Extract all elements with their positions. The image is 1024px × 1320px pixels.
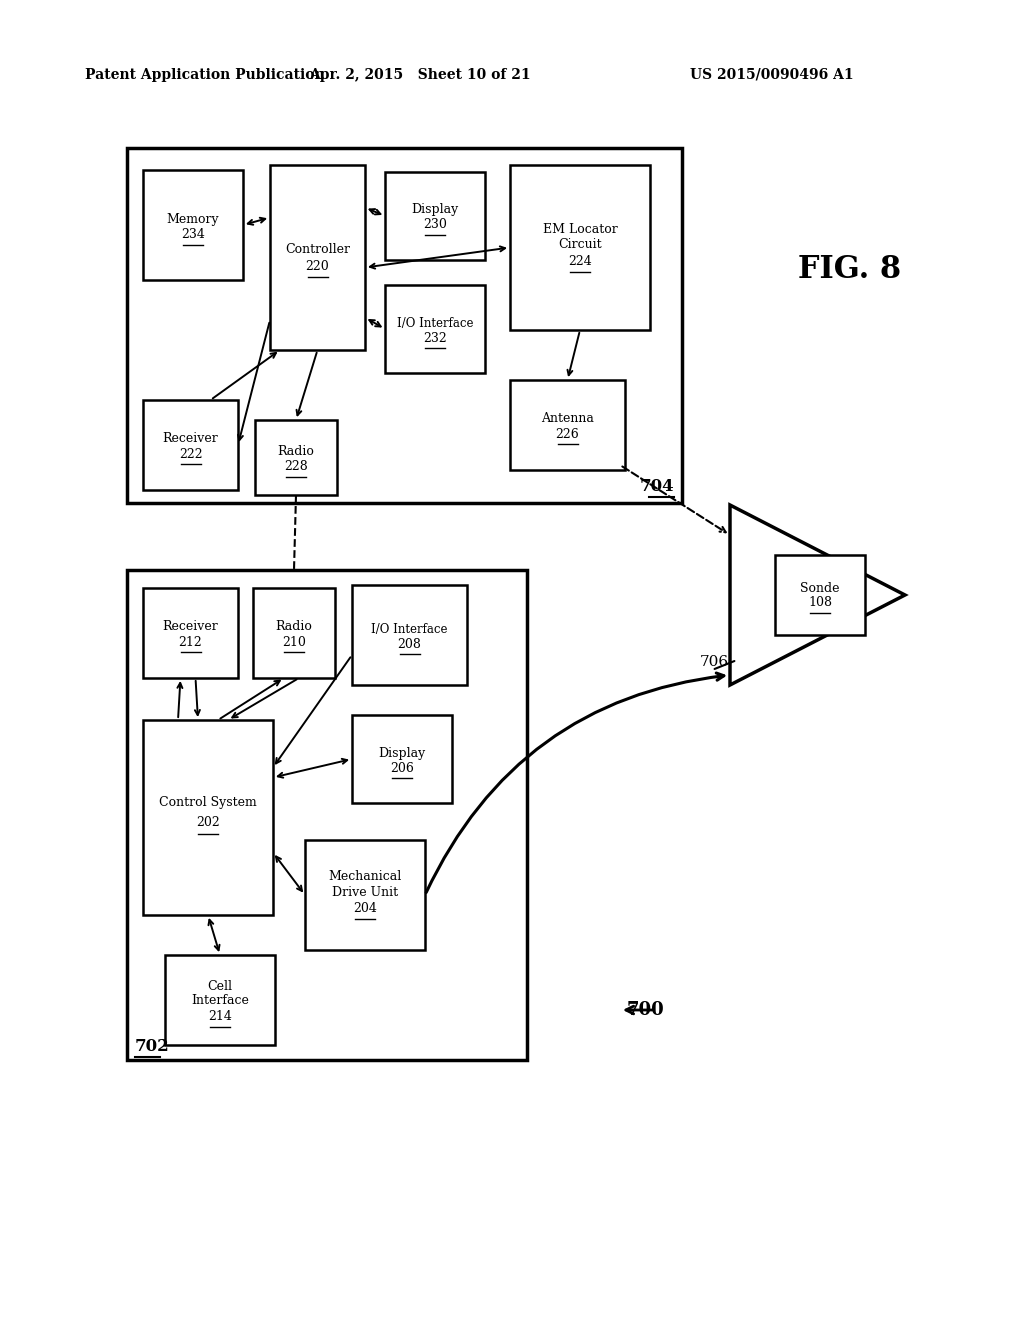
Text: Receiver: Receiver	[163, 620, 218, 634]
Text: Control System: Control System	[159, 796, 257, 809]
Text: Cell: Cell	[208, 979, 232, 993]
Text: 206: 206	[390, 762, 414, 775]
Text: Interface: Interface	[191, 994, 249, 1007]
Text: Sonde: Sonde	[800, 582, 840, 594]
Text: 208: 208	[397, 638, 422, 651]
Text: 212: 212	[178, 635, 203, 648]
Bar	[270, 165, 365, 350]
Text: Display: Display	[412, 203, 459, 216]
Bar	[143, 719, 273, 915]
Text: 700: 700	[627, 1001, 665, 1019]
Text: Circuit: Circuit	[558, 238, 602, 251]
Text: Mechanical: Mechanical	[329, 870, 401, 883]
Text: Apr. 2, 2015   Sheet 10 of 21: Apr. 2, 2015 Sheet 10 of 21	[309, 69, 530, 82]
Text: 202: 202	[197, 816, 220, 829]
Bar	[352, 585, 467, 685]
Bar	[165, 954, 275, 1045]
Text: Radio: Radio	[275, 620, 312, 634]
Text: 706: 706	[700, 655, 729, 669]
Bar	[305, 840, 425, 950]
Bar	[127, 148, 682, 503]
Bar	[775, 554, 865, 635]
Text: 214: 214	[208, 1011, 232, 1023]
Text: 220: 220	[305, 260, 330, 273]
Text: I/O Interface: I/O Interface	[372, 623, 447, 635]
Text: 204: 204	[353, 903, 377, 916]
Text: 702: 702	[135, 1038, 170, 1055]
Text: 108: 108	[808, 597, 831, 610]
Text: Radio: Radio	[278, 445, 314, 458]
Text: Receiver: Receiver	[163, 433, 218, 446]
Text: Drive Unit: Drive Unit	[332, 886, 398, 899]
Text: US 2015/0090496 A1: US 2015/0090496 A1	[690, 69, 854, 82]
Bar	[143, 170, 243, 280]
Text: 224: 224	[568, 255, 592, 268]
Text: 210: 210	[282, 635, 306, 648]
Text: 226: 226	[556, 428, 580, 441]
Text: Controller: Controller	[285, 243, 350, 256]
Text: Antenna: Antenna	[541, 412, 594, 425]
Bar	[352, 715, 452, 803]
Bar	[143, 400, 238, 490]
Text: 232: 232	[423, 331, 446, 345]
Text: Patent Application Publication: Patent Application Publication	[85, 69, 325, 82]
Text: FIG. 8: FIG. 8	[799, 255, 901, 285]
Bar	[253, 587, 335, 678]
Text: 222: 222	[178, 447, 203, 461]
Text: Display: Display	[379, 747, 426, 759]
Bar	[510, 380, 625, 470]
Text: 230: 230	[423, 219, 446, 231]
Bar	[143, 587, 238, 678]
Text: EM Locator: EM Locator	[543, 223, 617, 236]
Text: I/O Interface: I/O Interface	[396, 317, 473, 330]
Bar	[385, 172, 485, 260]
Bar	[255, 420, 337, 495]
Text: 704: 704	[639, 478, 674, 495]
Text: Memory: Memory	[167, 213, 219, 226]
Text: 228: 228	[284, 459, 308, 473]
Bar	[510, 165, 650, 330]
Text: 234: 234	[181, 228, 205, 242]
Bar	[127, 570, 527, 1060]
Bar	[385, 285, 485, 374]
